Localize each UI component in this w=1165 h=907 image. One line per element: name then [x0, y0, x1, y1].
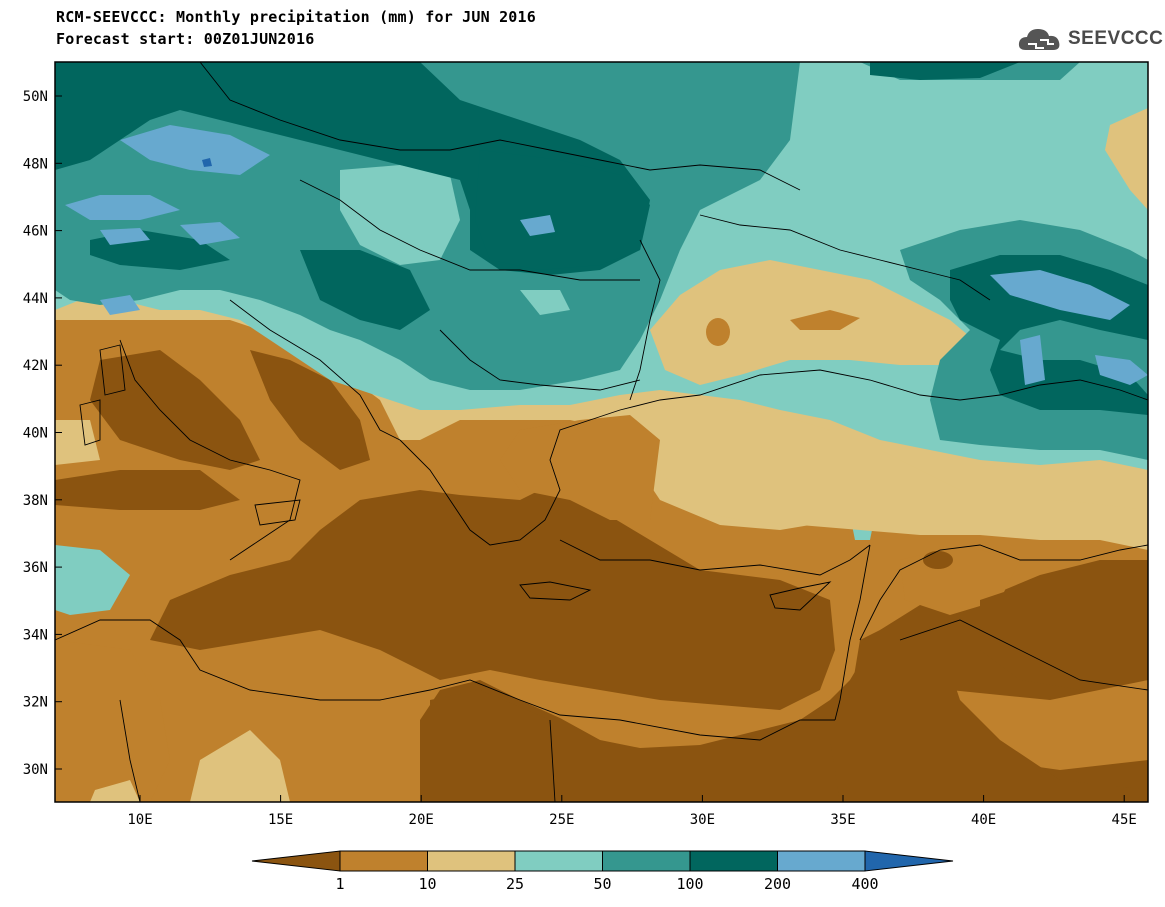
colorbar-segment: [339, 850, 428, 872]
colorbar-segment: [602, 850, 691, 872]
lon-label-15E: 15E: [268, 812, 293, 828]
colorbar-label: 100: [676, 875, 703, 893]
latitude-axis: 50N 48N 46N 44N 42N 40N 38N 36N 34N 32N 30N: [23, 89, 62, 778]
seevccc-logo: SEEVCCC: [1018, 24, 1163, 56]
colorbar: 1 10 25 50 100 200 400: [251, 850, 954, 893]
colorbar-label: 400: [851, 875, 878, 893]
lon-label-40E: 40E: [971, 812, 996, 828]
lon-label-35E: 35E: [830, 812, 855, 828]
lat-label-36N: 36N: [23, 560, 48, 576]
lon-label-45E: 45E: [1112, 812, 1137, 828]
colorbar-segment: [427, 850, 516, 872]
forecast-start-subtitle: Forecast start: 00Z01JUN2016: [56, 30, 315, 48]
colorbar-label: 50: [593, 875, 611, 893]
lat-label-44N: 44N: [23, 291, 48, 307]
colorbar-label: 200: [764, 875, 791, 893]
colorbar-label: 1: [335, 875, 344, 893]
lon-label-20E: 20E: [409, 812, 434, 828]
lon-label-25E: 25E: [549, 812, 574, 828]
lon-label-10E: 10E: [127, 812, 152, 828]
colorbar-label: 10: [418, 875, 436, 893]
lat-label-46N: 46N: [23, 224, 48, 240]
lat-label-48N: 48N: [23, 156, 48, 172]
cloud-icon: [1018, 29, 1060, 50]
longitude-axis: 10E 15E 20E 25E 30E 35E 40E 45E: [127, 795, 1137, 828]
colorbar-segment: [689, 850, 778, 872]
lat-label-30N: 30N: [23, 762, 48, 778]
colorbar-label: 25: [506, 875, 524, 893]
colorbar-segment-above-400: [864, 850, 954, 872]
lat-label-50N: 50N: [23, 89, 48, 105]
lat-label-40N: 40N: [23, 426, 48, 442]
map-title: RCM-SEEVCCC: Monthly precipitation (mm) …: [56, 8, 536, 26]
colorbar-segment: [514, 850, 603, 872]
lat-label-32N: 32N: [23, 695, 48, 711]
colorbar-segment-below-1: [251, 850, 341, 872]
lat-label-42N: 42N: [23, 358, 48, 374]
coastlines: [55, 62, 1148, 802]
lon-label-30E: 30E: [690, 812, 715, 828]
lat-label-34N: 34N: [23, 627, 48, 643]
lat-label-38N: 38N: [23, 493, 48, 509]
colorbar-segment: [777, 850, 866, 872]
precipitation-fields: [55, 62, 1148, 802]
logo-text: SEEVCCC: [1068, 28, 1164, 49]
